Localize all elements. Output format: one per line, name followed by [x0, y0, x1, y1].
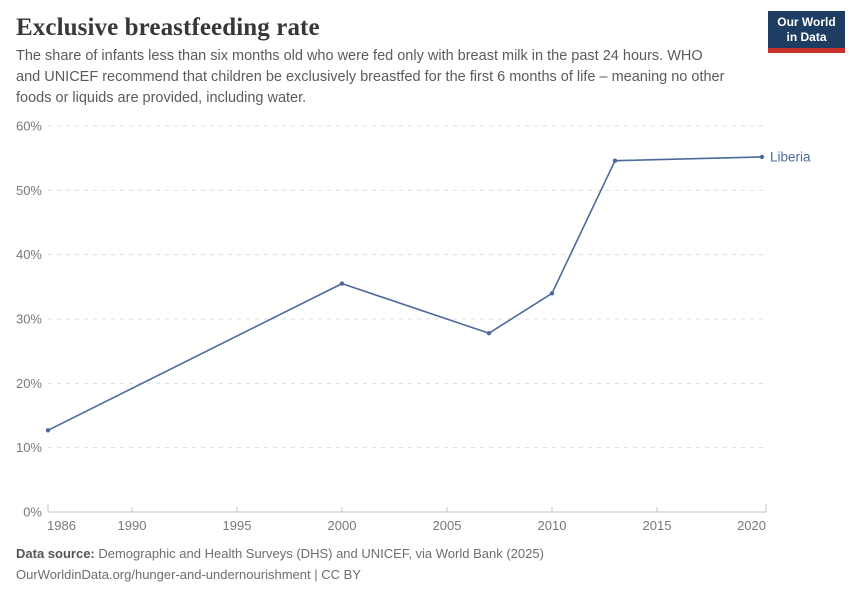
data-point-liberia-2010[interactable]	[549, 291, 555, 296]
x-tick-label-2000: 2000	[328, 518, 357, 533]
subtitle-line-1: The share of infants less than six month…	[16, 48, 703, 64]
x-tick-label-2005: 2005	[433, 518, 462, 533]
y-tick-label-30: 30%	[16, 312, 42, 327]
y-tick-label-40: 40%	[16, 247, 42, 262]
y-tick-label-60: 60%	[16, 119, 42, 134]
logo-line-2: in Data	[786, 29, 827, 44]
owid-url-line[interactable]: OurWorldinData.org/hunger-and-undernouri…	[16, 567, 361, 582]
data-source-text: Demographic and Health Surveys (DHS) and…	[94, 546, 544, 561]
y-tick-label-20: 20%	[16, 376, 42, 391]
series-end-label-liberia[interactable]: Liberia	[770, 149, 811, 164]
data-source-label: Data source:	[16, 546, 95, 561]
chart-footer: Data source: Demographic and Health Surv…	[16, 543, 544, 585]
y-tick-label-10: 10%	[16, 440, 42, 455]
y-tick-label-50: 50%	[16, 183, 42, 198]
series-line-liberia[interactable]	[47, 156, 763, 432]
x-tick-label-1995: 1995	[223, 518, 252, 533]
data-source-line: Data source: Demographic and Health Surv…	[16, 543, 544, 564]
owid-logo[interactable]: Our World in Data	[768, 11, 845, 53]
x-tick-label-2020: 2020	[737, 518, 766, 533]
data-point-liberia-2000[interactable]	[339, 281, 345, 286]
chart-subtitle: The share of infants less than six month…	[16, 46, 724, 109]
subtitle-line-2: and UNICEF recommend that children be ex…	[16, 69, 725, 85]
data-point-liberia-2007[interactable]	[486, 331, 492, 336]
logo-line-1: Our World	[777, 14, 836, 29]
x-tick-label-1990: 1990	[118, 518, 147, 533]
x-tick-label-2015: 2015	[643, 518, 672, 533]
data-point-liberia-2013[interactable]	[612, 158, 618, 163]
x-tick-label-1986: 1986	[47, 518, 76, 533]
x-tick-label-2010: 2010	[538, 518, 567, 533]
subtitle-line-3: foods or liquids are provided, including…	[16, 90, 307, 106]
chart-title: Exclusive breastfeeding rate	[16, 14, 320, 41]
y-tick-label-0: 0%	[23, 505, 42, 520]
data-point-liberia-2020[interactable]	[759, 154, 765, 160]
data-point-liberia-1986[interactable]	[45, 428, 51, 433]
